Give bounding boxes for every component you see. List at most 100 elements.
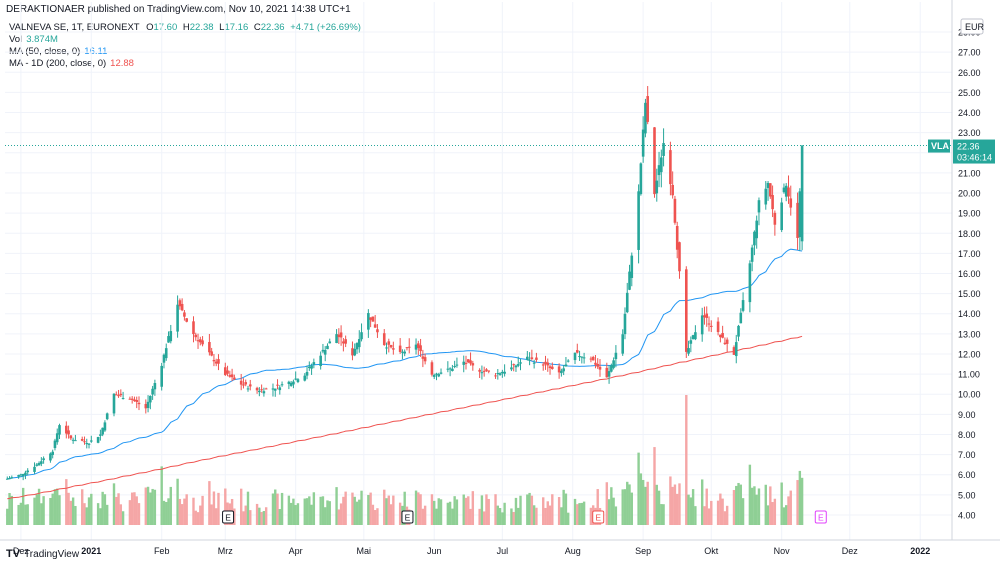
volume-bar <box>335 487 338 525</box>
currency-label: EUR <box>965 22 985 32</box>
candle-body <box>398 345 402 352</box>
candle <box>367 309 370 338</box>
volume-bar <box>389 504 393 525</box>
candle-body <box>51 451 54 455</box>
volume-bar <box>212 491 216 525</box>
volume-bar <box>478 508 481 525</box>
candle <box>469 352 472 366</box>
candle-body <box>709 325 713 327</box>
candle <box>382 329 386 346</box>
candle <box>392 341 395 355</box>
candle-body <box>214 361 218 364</box>
candle <box>557 363 561 379</box>
candle-body <box>498 373 502 375</box>
price-tick-label: 26.00 <box>958 68 981 78</box>
candle-body <box>528 359 531 361</box>
candle <box>655 168 659 202</box>
candle-body <box>478 369 481 372</box>
candle <box>771 185 774 218</box>
volume-bar <box>294 505 297 525</box>
candle <box>703 306 706 325</box>
candle-body <box>496 373 500 375</box>
legend-ma200-row[interactable]: MA - 1D (200, close, 0) 12.88 <box>9 58 134 69</box>
volume-bar <box>623 489 627 525</box>
candle-body <box>183 312 186 317</box>
tradingview-brand[interactable]: TV TradingView <box>6 548 79 560</box>
price-tick-label: 19.00 <box>958 209 981 219</box>
candle <box>49 452 52 463</box>
volume-bar <box>596 489 599 525</box>
volume-value: 3.874M <box>26 34 58 45</box>
candle-body <box>128 398 132 400</box>
high-label: H <box>182 22 190 33</box>
price-tick-label: 6.00 <box>958 470 976 480</box>
candle-body <box>67 430 70 435</box>
candle <box>323 346 327 362</box>
candle <box>248 379 252 391</box>
earnings-marker-box <box>222 510 235 524</box>
volume-bar <box>308 496 311 525</box>
volume-bar <box>112 483 116 525</box>
volume-bar <box>567 512 570 525</box>
volume-bar <box>169 486 172 525</box>
candle <box>709 320 713 333</box>
candle-body <box>371 316 375 322</box>
volume-bar <box>514 497 518 525</box>
candle-body <box>705 313 709 318</box>
candle <box>273 388 277 397</box>
legend-ohlc-row[interactable]: VALNEVA SE, 1T, EURONEXT O17.60 H22.38 L… <box>9 22 361 33</box>
candle <box>210 347 213 357</box>
volume-bar <box>262 511 266 525</box>
candle <box>212 353 216 367</box>
candle <box>541 362 545 371</box>
candle <box>103 420 107 432</box>
candle <box>669 141 672 196</box>
candle-body <box>625 292 629 313</box>
volume-bar <box>208 481 211 525</box>
candle <box>435 372 438 381</box>
volume-bar <box>755 494 758 525</box>
candle <box>734 334 738 364</box>
candle-body <box>196 340 200 342</box>
volume-bar <box>487 498 490 525</box>
candle-body <box>130 398 134 400</box>
volume-bar <box>517 507 520 525</box>
candle-body <box>655 180 659 194</box>
candle <box>371 316 375 322</box>
candle <box>114 391 118 396</box>
candle-body <box>169 331 173 342</box>
legend-volume-row[interactable]: Vol 3.874M <box>9 34 58 45</box>
candle <box>303 373 307 382</box>
candle <box>573 352 577 365</box>
candle <box>183 310 186 321</box>
candle <box>532 359 536 369</box>
volume-bar <box>239 488 243 525</box>
candle-body <box>24 472 27 475</box>
candle <box>741 292 745 313</box>
open-value: 17.60 <box>153 22 178 33</box>
volume-bar <box>782 507 786 525</box>
volume-bar <box>324 507 327 525</box>
volume-layer <box>6 395 804 525</box>
volume-bar <box>360 490 363 525</box>
volume-bar <box>605 482 609 525</box>
volume-bar <box>687 494 690 525</box>
currency-badge <box>960 18 984 35</box>
candle-body <box>287 381 291 385</box>
candle-body <box>630 255 634 278</box>
candle-body <box>800 145 804 242</box>
candle <box>439 368 443 375</box>
volume-bar <box>610 487 613 525</box>
candle <box>471 360 475 371</box>
legend-ma50-row[interactable]: MA (50, close, 0) 16.11 <box>9 46 107 57</box>
volume-bar <box>439 499 443 525</box>
volume-bar <box>433 500 436 525</box>
time-tick-label: Aug <box>565 546 581 556</box>
earnings-marker: E <box>814 510 827 524</box>
candle <box>482 366 486 377</box>
candle <box>773 210 777 236</box>
earnings-marker: E <box>592 510 605 524</box>
candle-body <box>260 389 263 391</box>
earnings-marker: E <box>222 510 235 524</box>
